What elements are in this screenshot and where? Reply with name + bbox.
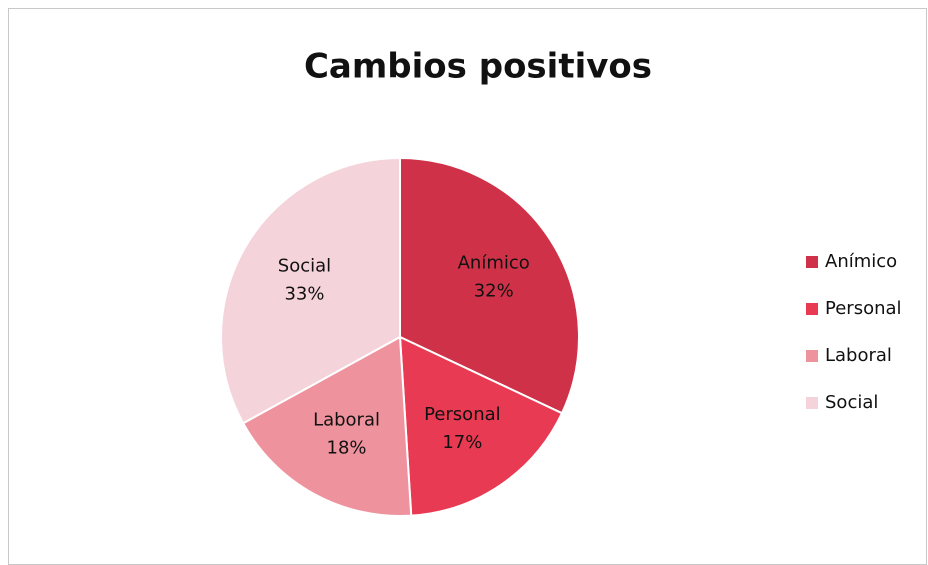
slice-value-label: 18% — [327, 437, 367, 458]
slice-label: Social — [278, 256, 331, 277]
legend-swatch — [806, 303, 818, 315]
legend-label: Social — [825, 392, 878, 413]
slice-value-label: 17% — [442, 432, 482, 453]
chart-title: Cambios positivos — [304, 47, 652, 87]
legend-swatch — [806, 397, 818, 409]
slice-label: Anímico — [458, 253, 530, 274]
pie-slice — [399, 156, 580, 415]
slice-value-label: 32% — [474, 281, 514, 302]
slice-value-label: 33% — [284, 284, 324, 305]
pie-slice — [241, 335, 413, 517]
legend-swatch — [806, 350, 818, 362]
legend-label: Laboral — [825, 345, 892, 366]
legend-swatch — [806, 256, 818, 268]
slice-label: Personal — [424, 404, 501, 425]
pie-slice — [398, 335, 564, 517]
slice-label: Laboral — [313, 409, 380, 430]
legend-label: Personal — [825, 298, 902, 319]
legend-label: Anímico — [825, 251, 897, 272]
pie-slice — [220, 156, 401, 425]
